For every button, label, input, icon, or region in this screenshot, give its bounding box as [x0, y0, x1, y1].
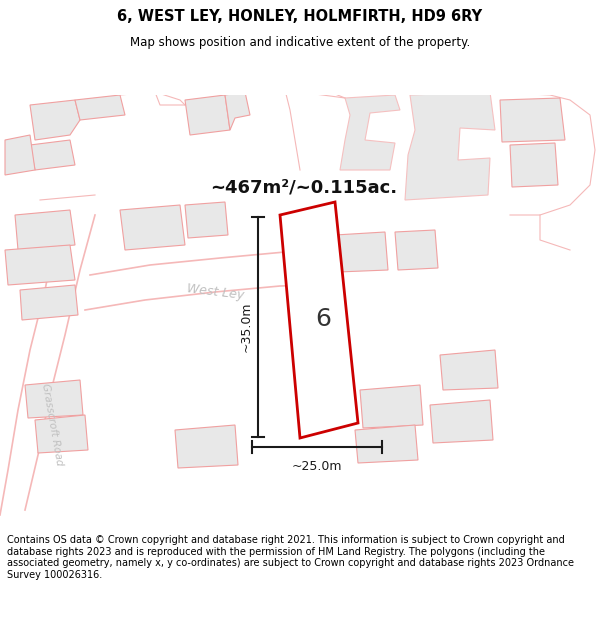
Polygon shape [175, 425, 238, 468]
Polygon shape [340, 95, 400, 170]
Polygon shape [75, 95, 125, 120]
Text: West Ley: West Ley [185, 282, 244, 302]
Text: 6, WEST LEY, HONLEY, HOLMFIRTH, HD9 6RY: 6, WEST LEY, HONLEY, HOLMFIRTH, HD9 6RY [118, 9, 482, 24]
Text: Grasscroft Road: Grasscroft Road [40, 383, 64, 467]
Polygon shape [405, 92, 495, 200]
Polygon shape [15, 210, 75, 250]
Polygon shape [500, 98, 565, 142]
Text: Map shows position and indicative extent of the property.: Map shows position and indicative extent… [130, 36, 470, 49]
Polygon shape [5, 135, 35, 175]
Polygon shape [185, 202, 228, 238]
Polygon shape [185, 95, 230, 135]
Polygon shape [30, 100, 80, 140]
Polygon shape [225, 92, 250, 130]
Polygon shape [510, 143, 558, 187]
Polygon shape [20, 285, 78, 320]
Polygon shape [335, 232, 388, 272]
Polygon shape [35, 415, 88, 453]
Polygon shape [5, 245, 75, 285]
Polygon shape [120, 205, 185, 250]
Polygon shape [355, 425, 418, 463]
Polygon shape [30, 140, 75, 170]
Text: ~467m²/~0.115ac.: ~467m²/~0.115ac. [210, 179, 397, 197]
Polygon shape [360, 385, 423, 428]
Polygon shape [25, 380, 83, 418]
Polygon shape [440, 350, 498, 390]
Polygon shape [430, 400, 493, 443]
Polygon shape [395, 230, 438, 270]
Text: Contains OS data © Crown copyright and database right 2021. This information is : Contains OS data © Crown copyright and d… [7, 535, 574, 580]
Text: 6: 6 [315, 308, 331, 331]
Text: ~35.0m: ~35.0m [239, 302, 253, 352]
Text: ~25.0m: ~25.0m [292, 461, 342, 474]
Polygon shape [280, 202, 358, 438]
